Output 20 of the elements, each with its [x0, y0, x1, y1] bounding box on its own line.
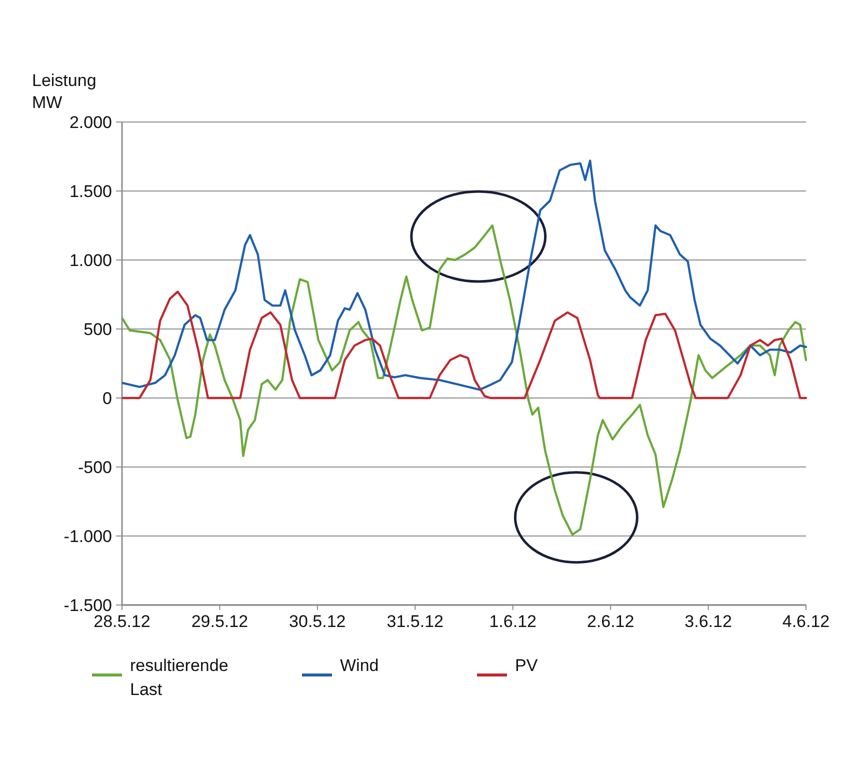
x-tick-label: 28.5.12 — [94, 612, 150, 631]
x-tick-label: 3.6.12 — [684, 612, 732, 631]
x-tick-label: 1.6.12 — [489, 612, 536, 631]
x-tick-label: 29.5.12 — [191, 612, 248, 631]
x-tick-label: 2.6.12 — [586, 612, 634, 631]
y-tick-label: 1.000 — [69, 251, 112, 270]
legend-label: resultierende Last — [130, 656, 228, 699]
x-tick-label: 30.5.12 — [289, 612, 346, 631]
y-axis-title: Leistung MW — [32, 71, 96, 112]
legend-label: Wind — [340, 656, 379, 675]
legend-label: PV — [515, 656, 538, 675]
y-tick-label: 2.000 — [69, 113, 112, 132]
y-tick-label: 500 — [84, 320, 112, 339]
y-tick-label: -1.000 — [64, 527, 112, 546]
y-tick-label: 0 — [102, 389, 112, 408]
y-tick-label: 1.500 — [69, 182, 112, 201]
y-tick-label: -1.500 — [64, 596, 112, 615]
y-tick-label: -500 — [78, 458, 112, 477]
x-tick-label: 31.5.12 — [386, 612, 444, 631]
x-tick-label: 4.6.12 — [782, 612, 830, 631]
